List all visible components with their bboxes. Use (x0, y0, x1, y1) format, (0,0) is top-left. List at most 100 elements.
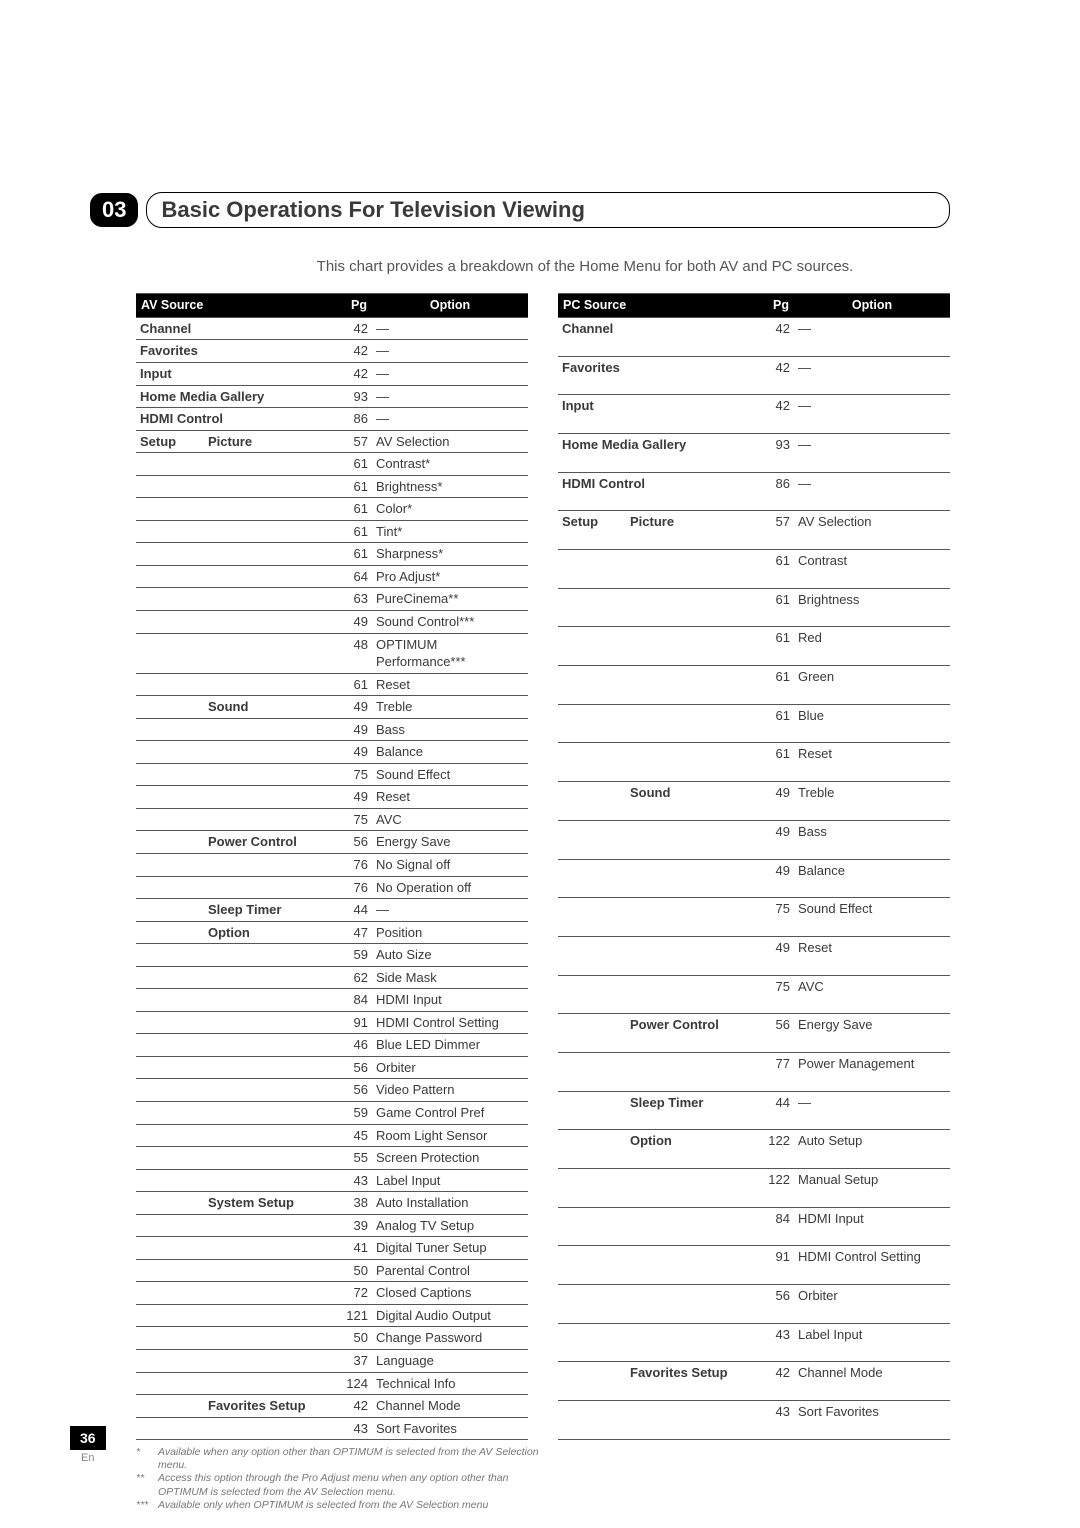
cell-page: 49 (334, 696, 372, 719)
cell-subcategory (626, 1246, 756, 1285)
cell-option: Bass (372, 718, 528, 741)
cell-page: 124 (334, 1372, 372, 1395)
table-row: 50Parental Control (136, 1259, 528, 1282)
cell-subcategory (626, 1169, 756, 1208)
cell-subcategory (204, 1237, 334, 1260)
table-row: 43Label Input (136, 1169, 528, 1192)
table-row: 43Sort Favorites (136, 1417, 528, 1440)
cell-option: No Signal off (372, 854, 528, 877)
cell-category (136, 633, 204, 673)
cell-category (136, 1417, 204, 1440)
cell-subcategory (204, 786, 334, 809)
cell-subcategory: Favorites Setup (204, 1395, 334, 1418)
cell-option: Auto Installation (372, 1192, 528, 1215)
cell-page: 42 (756, 395, 794, 434)
cell-page: 61 (334, 475, 372, 498)
table-row: SetupPicture57AV Selection (558, 511, 950, 550)
cell-page: 72 (334, 1282, 372, 1305)
table-row: 121Digital Audio Output (136, 1304, 528, 1327)
cell-page: 50 (334, 1259, 372, 1282)
intro-text: This chart provides a breakdown of the H… (220, 258, 950, 275)
cell-category (558, 820, 626, 859)
cell-page: 84 (756, 1207, 794, 1246)
cell-option: Balance (372, 741, 528, 764)
cell-category (136, 543, 204, 566)
cell-subcategory (204, 543, 334, 566)
cell-subcategory (626, 936, 756, 975)
cell-option: HDMI Input (372, 989, 528, 1012)
cell-category: HDMI Control (558, 472, 756, 511)
cell-subcategory (626, 666, 756, 705)
table-row: HDMI Control86— (136, 408, 528, 431)
table-row: 61Reset (136, 673, 528, 696)
cell-page: 61 (334, 673, 372, 696)
table-row: 56Orbiter (136, 1056, 528, 1079)
cell-page: 43 (756, 1401, 794, 1440)
cell-subcategory (626, 627, 756, 666)
cell-subcategory (204, 1214, 334, 1237)
cell-subcategory (626, 743, 756, 782)
cell-option: Digital Tuner Setup (372, 1237, 528, 1260)
cell-page: 61 (756, 743, 794, 782)
cell-page: 49 (756, 820, 794, 859)
cell-option: — (794, 356, 950, 395)
cell-subcategory (204, 1079, 334, 1102)
cell-subcategory (204, 1304, 334, 1327)
cell-subcategory: Power Control (204, 831, 334, 854)
cell-option: Energy Save (794, 1014, 950, 1053)
cell-subcategory (204, 340, 334, 363)
cell-option: — (794, 1091, 950, 1130)
cell-page: 49 (756, 782, 794, 821)
cell-option: Auto Setup (794, 1130, 950, 1169)
cell-option: Analog TV Setup (372, 1214, 528, 1237)
table-row: 56Orbiter (558, 1285, 950, 1324)
table-row: 64Pro Adjust* (136, 565, 528, 588)
cell-subcategory (204, 520, 334, 543)
cell-subcategory (626, 356, 756, 395)
cell-category (558, 1169, 626, 1208)
table-row: SetupPicture57AV Selection (136, 430, 528, 453)
cell-subcategory (204, 966, 334, 989)
cell-page: 61 (334, 498, 372, 521)
table-row: 61Sharpness* (136, 543, 528, 566)
cell-option: Sort Favorites (794, 1401, 950, 1440)
cell-option: Digital Audio Output (372, 1304, 528, 1327)
cell-page: 76 (334, 876, 372, 899)
cell-option: Label Input (794, 1323, 950, 1362)
cell-category (136, 989, 204, 1012)
cell-page: 43 (756, 1323, 794, 1362)
table-row: 61Tint* (136, 520, 528, 543)
cell-option: Contrast* (372, 453, 528, 476)
col-option: Option (794, 294, 950, 318)
cell-page: 122 (756, 1130, 794, 1169)
table-row: 75Sound Effect (136, 763, 528, 786)
cell-category: Setup (136, 430, 204, 453)
table-row: 61Contrast (558, 550, 950, 589)
cell-option: Parental Control (372, 1259, 528, 1282)
table-row: 37Language (136, 1350, 528, 1373)
cell-option: Treble (794, 782, 950, 821)
table-row: Sound49Treble (136, 696, 528, 719)
cell-subcategory: Favorites Setup (626, 1362, 756, 1401)
table-row: 43Sort Favorites (558, 1401, 950, 1440)
cell-subcategory (626, 550, 756, 589)
cell-page: 41 (334, 1237, 372, 1260)
cell-category (136, 1237, 204, 1260)
footnote-mark: ** (136, 1472, 158, 1498)
cell-category (558, 1362, 626, 1401)
cell-subcategory (204, 1169, 334, 1192)
cell-subcategory (204, 673, 334, 696)
cell-category: Home Media Gallery (558, 433, 756, 472)
cell-option: Brightness (794, 588, 950, 627)
footnote-text: Available only when OPTIMUM is selected … (158, 1499, 488, 1512)
cell-category (558, 936, 626, 975)
av-header: AV Source (136, 294, 334, 318)
cell-page: 77 (756, 1052, 794, 1091)
table-row: Favorites Setup42Channel Mode (136, 1395, 528, 1418)
table-row: Channel42— (136, 317, 528, 340)
col-pg: Pg (756, 294, 794, 318)
cell-option: Technical Info (372, 1372, 528, 1395)
footnote-mark: *** (136, 1499, 158, 1512)
cell-option: — (794, 472, 950, 511)
cell-category (136, 1304, 204, 1327)
